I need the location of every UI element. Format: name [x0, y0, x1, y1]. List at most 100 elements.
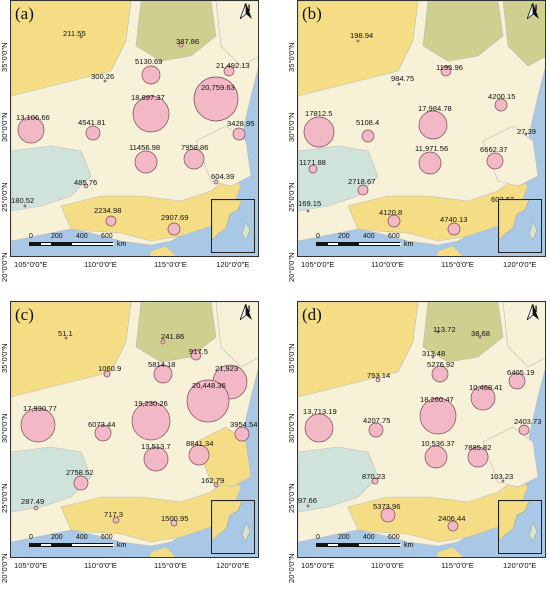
y-axis-tick: 20°0'0"N [287, 252, 296, 282]
land-region [298, 302, 419, 398]
value-label: 1060.9 [98, 364, 122, 373]
y-axis-tick: 30°0'0"N [0, 413, 9, 443]
scale-tick-label: 0 [316, 233, 320, 240]
value-bubble [447, 222, 461, 236]
y-axis-tick: 20°0'0"N [0, 252, 9, 282]
scale-bar-graphic [316, 242, 401, 246]
scale-bar: 0 200 400 600 km [316, 534, 424, 554]
scale-bar: 0 200 400 600 km [316, 233, 424, 253]
inset-map [211, 500, 255, 554]
value-label: 21,492.13 [216, 61, 250, 70]
value-bubble [308, 164, 318, 174]
value-label: 604.39 [211, 172, 235, 181]
value-bubble [223, 65, 235, 77]
value-bubble [190, 349, 202, 361]
value-bubble [508, 372, 526, 390]
land-region [502, 302, 545, 368]
value-label: 10,536.37 [421, 439, 455, 448]
value-bubble [188, 444, 210, 466]
value-label: 113.72 [433, 325, 456, 334]
value-label: 6073.44 [88, 420, 116, 429]
land-region [215, 1, 258, 67]
map-base [298, 1, 545, 256]
scale-bar-graphic [29, 242, 114, 246]
north-arrow-icon: N [240, 3, 254, 19]
value-label: 21,923 [215, 364, 239, 373]
value-label: 2234.98 [94, 206, 122, 215]
value-label: 7958.86 [181, 143, 209, 152]
y-axis-tick: 20°0'0"N [287, 553, 296, 583]
value-label: 2718.67 [348, 177, 376, 186]
value-label: 3428.95 [227, 119, 255, 128]
map-frame: 198.94 1195.96 984.75 17812.5 17,984.78 4200.… [297, 0, 546, 257]
value-bubble [83, 183, 89, 189]
x-axis-tick: 120°0'0"E [503, 260, 537, 269]
value-bubble [105, 215, 117, 227]
value-bubble [419, 397, 457, 435]
value-label: 917.5 [189, 347, 209, 356]
value-bubble [418, 110, 448, 140]
x-axis-tick: 115°0'0"E [154, 260, 187, 269]
value-label: 5373.96 [373, 502, 401, 511]
value-bubble [33, 505, 39, 511]
value-label: 6405.19 [507, 368, 535, 377]
value-label: 97.66 [298, 496, 318, 505]
scale-tick-label: 600 [388, 534, 400, 541]
map-panel: 51.1 241.86 917.5 1060.9 5814.18 21,923 17,930… [0, 301, 259, 583]
scale-tick-label: 0 [29, 534, 33, 541]
value-bubble [486, 152, 504, 170]
value-label: 984.75 [391, 74, 415, 83]
land-region [195, 125, 252, 187]
value-bubble [368, 422, 384, 438]
scale-bar: 0 200 400 600 km [29, 233, 137, 253]
value-bubble [440, 65, 452, 77]
value-bubble [170, 519, 178, 527]
y-axis-tick: 30°0'0"N [287, 112, 296, 142]
value-label: 4200.15 [488, 92, 516, 101]
value-bubble [153, 364, 173, 384]
value-bubble [375, 377, 381, 383]
value-bubble [418, 151, 442, 175]
value-label: 162.79 [201, 476, 225, 485]
value-bubble [494, 98, 508, 112]
x-axis-tick: 105°0'0"E [301, 260, 335, 269]
value-bubble [234, 426, 250, 442]
value-label: 211.55 [63, 29, 86, 38]
island [436, 245, 464, 256]
land-region [298, 145, 379, 212]
value-label: 180.52 [11, 196, 35, 205]
land-region [11, 1, 132, 97]
land-region [482, 125, 539, 187]
value-bubble [380, 507, 396, 523]
value-label: 5130.69 [135, 57, 163, 66]
x-axis-tick: 110°0'0"E [371, 561, 404, 570]
value-bubble [306, 209, 310, 213]
land-region [422, 302, 504, 363]
north-arrow-icon: N [527, 304, 541, 320]
x-axis-tick: 110°0'0"E [84, 260, 117, 269]
land-region [11, 302, 132, 398]
value-bubble [470, 385, 496, 411]
value-label: 8841.34 [186, 439, 214, 448]
scale-tick-label: 200 [338, 233, 350, 240]
value-label: 10,468.41 [469, 383, 503, 392]
map-frame: 211.55 387.86 5130.69 21,492.13 300.26 20,759… [10, 0, 259, 257]
value-label: 13,513.7 [141, 442, 171, 451]
value-bubble [79, 35, 83, 39]
value-bubble [306, 504, 310, 508]
land-region [135, 1, 217, 62]
value-bubble [17, 116, 45, 144]
value-label: 241.86 [161, 332, 185, 341]
map-base [298, 302, 545, 557]
north-arrow-icon: N [527, 3, 541, 19]
y-axis-tick: 35°0'0"N [287, 42, 296, 72]
value-label: 11456.98 [129, 143, 161, 152]
scale-tick-label: 400 [76, 534, 88, 541]
value-label: 2403.73 [514, 417, 542, 426]
value-label: 17812.5 [305, 109, 333, 118]
map-panel: 113.72 38.68 313.48 5276.92 753.14 6405.19 13,… [287, 301, 546, 583]
value-label: 27.39 [517, 127, 537, 136]
y-axis-tick: 25°0'0"N [0, 483, 9, 513]
value-label: 19,230.26 [134, 399, 168, 408]
inset-map [498, 500, 542, 554]
